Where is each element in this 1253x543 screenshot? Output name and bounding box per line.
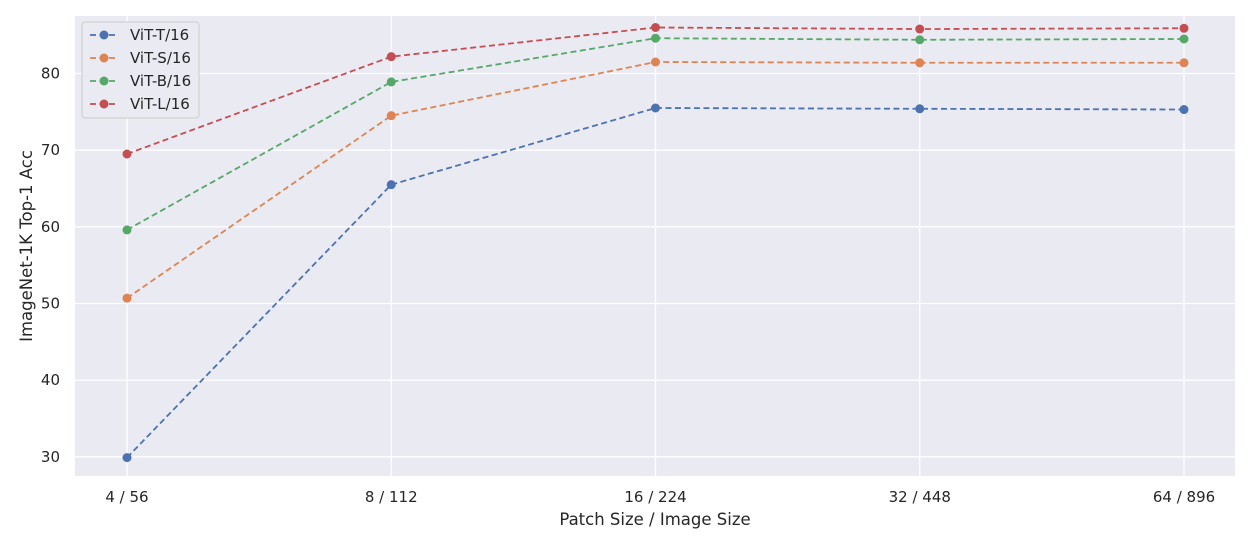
data-point — [651, 23, 660, 32]
legend-label: ViT-L/16 — [130, 95, 190, 113]
x-axis-label: Patch Size / Image Size — [559, 510, 750, 529]
data-point — [915, 35, 925, 45]
tick-labels: 30 40 50 60 70 80 4 / 56 8 / 112 16 / 224 32 / 44… — [41, 65, 1215, 507]
legend-item: ViT-S/16 — [90, 49, 191, 67]
legend-label: ViT-T/16 — [130, 26, 189, 44]
data-point — [386, 52, 396, 62]
series-line — [126, 107, 1185, 459]
y-axis-label: ImageNet-1K Top-1 Acc — [17, 150, 36, 342]
data-point — [651, 57, 660, 67]
x-tick-label: 32 / 448 — [889, 488, 951, 506]
legend-marker — [99, 30, 109, 40]
y-tick-label: 70 — [41, 141, 60, 159]
x-tick-label: 16 / 224 — [624, 488, 686, 506]
legend-item: ViT-T/16 — [90, 26, 189, 44]
data-point — [915, 104, 925, 114]
legend-item: ViT-L/16 — [90, 95, 190, 113]
data-point — [1179, 23, 1189, 33]
data-point — [122, 453, 132, 463]
data-point — [651, 103, 660, 113]
series-vit-b-16 — [122, 33, 1189, 235]
legend-label: ViT-S/16 — [130, 49, 191, 67]
series-vit-l-16 — [122, 23, 1189, 159]
series-vit-t-16 — [122, 103, 1189, 463]
data-point — [386, 77, 396, 87]
legend-marker — [99, 76, 109, 86]
data-point — [1179, 105, 1189, 115]
data-point — [915, 24, 925, 34]
legend-item: ViT-B/16 — [90, 72, 191, 90]
x-tick-label: 4 / 56 — [105, 488, 148, 506]
data-point — [1179, 34, 1189, 44]
x-tick-label: 8 / 112 — [365, 488, 418, 506]
data-point — [915, 58, 925, 68]
data-point — [1179, 58, 1189, 68]
x-tick-label: 64 / 896 — [1153, 488, 1215, 506]
legend-box — [81, 21, 200, 119]
data-point — [122, 225, 132, 235]
data-point — [122, 293, 132, 303]
y-tick-label: 40 — [41, 371, 60, 389]
data-point — [651, 33, 660, 43]
data-point — [122, 149, 132, 159]
series-layer — [122, 23, 1189, 463]
data-point — [386, 180, 396, 190]
legend-label: ViT-B/16 — [130, 72, 191, 90]
y-tick-label: 80 — [41, 65, 60, 83]
legend-marker — [99, 53, 109, 63]
y-tick-label: 50 — [41, 295, 60, 313]
y-tick-label: 30 — [41, 448, 60, 466]
legend: ViT-T/16 ViT-S/16 ViT-B/16 ViT-L/16 — [81, 21, 200, 119]
grid-lines — [75, 16, 1235, 476]
y-tick-label: 60 — [41, 218, 60, 236]
data-point — [386, 111, 396, 121]
series-vit-s-16 — [122, 57, 1189, 303]
legend-marker — [99, 99, 109, 109]
